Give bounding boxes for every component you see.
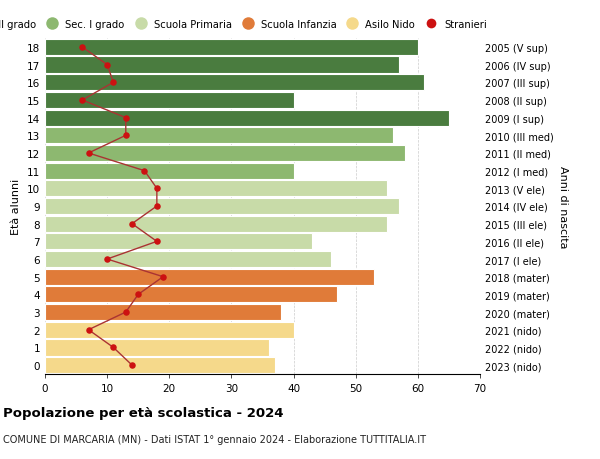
- Bar: [45, 40, 418, 56]
- Point: [127, 220, 137, 228]
- Point: [152, 238, 161, 246]
- Point: [140, 168, 149, 175]
- Bar: [45, 75, 424, 91]
- Bar: [45, 146, 406, 162]
- Point: [121, 115, 131, 122]
- Y-axis label: Anni di nascita: Anni di nascita: [557, 165, 568, 248]
- Bar: [45, 57, 399, 73]
- Y-axis label: Età alunni: Età alunni: [11, 179, 22, 235]
- Bar: [45, 181, 387, 197]
- Bar: [45, 269, 374, 285]
- Point: [121, 132, 131, 140]
- Bar: [45, 216, 387, 232]
- Point: [121, 309, 131, 316]
- Bar: [45, 304, 281, 320]
- Point: [103, 62, 112, 69]
- Point: [133, 291, 143, 298]
- Point: [84, 150, 94, 157]
- Text: COMUNE DI MARCARIA (MN) - Dati ISTAT 1° gennaio 2024 - Elaborazione TUTTITALIA.I: COMUNE DI MARCARIA (MN) - Dati ISTAT 1° …: [3, 434, 426, 444]
- Bar: [45, 357, 275, 373]
- Point: [77, 44, 87, 51]
- Point: [84, 326, 94, 334]
- Point: [158, 274, 168, 281]
- Bar: [45, 252, 331, 268]
- Bar: [45, 110, 449, 127]
- Point: [152, 185, 161, 193]
- Bar: [45, 340, 269, 356]
- Bar: [45, 322, 293, 338]
- Point: [109, 79, 118, 87]
- Bar: [45, 128, 393, 144]
- Point: [127, 362, 137, 369]
- Point: [109, 344, 118, 351]
- Legend: Sec. II grado, Sec. I grado, Scuola Primaria, Scuola Infanzia, Asilo Nido, Stran: Sec. II grado, Sec. I grado, Scuola Prim…: [0, 16, 491, 34]
- Bar: [45, 234, 312, 250]
- Text: Popolazione per età scolastica - 2024: Popolazione per età scolastica - 2024: [3, 406, 284, 419]
- Bar: [45, 93, 293, 109]
- Bar: [45, 163, 293, 179]
- Point: [152, 203, 161, 210]
- Point: [103, 256, 112, 263]
- Bar: [45, 286, 337, 303]
- Point: [77, 97, 87, 104]
- Bar: [45, 198, 399, 215]
